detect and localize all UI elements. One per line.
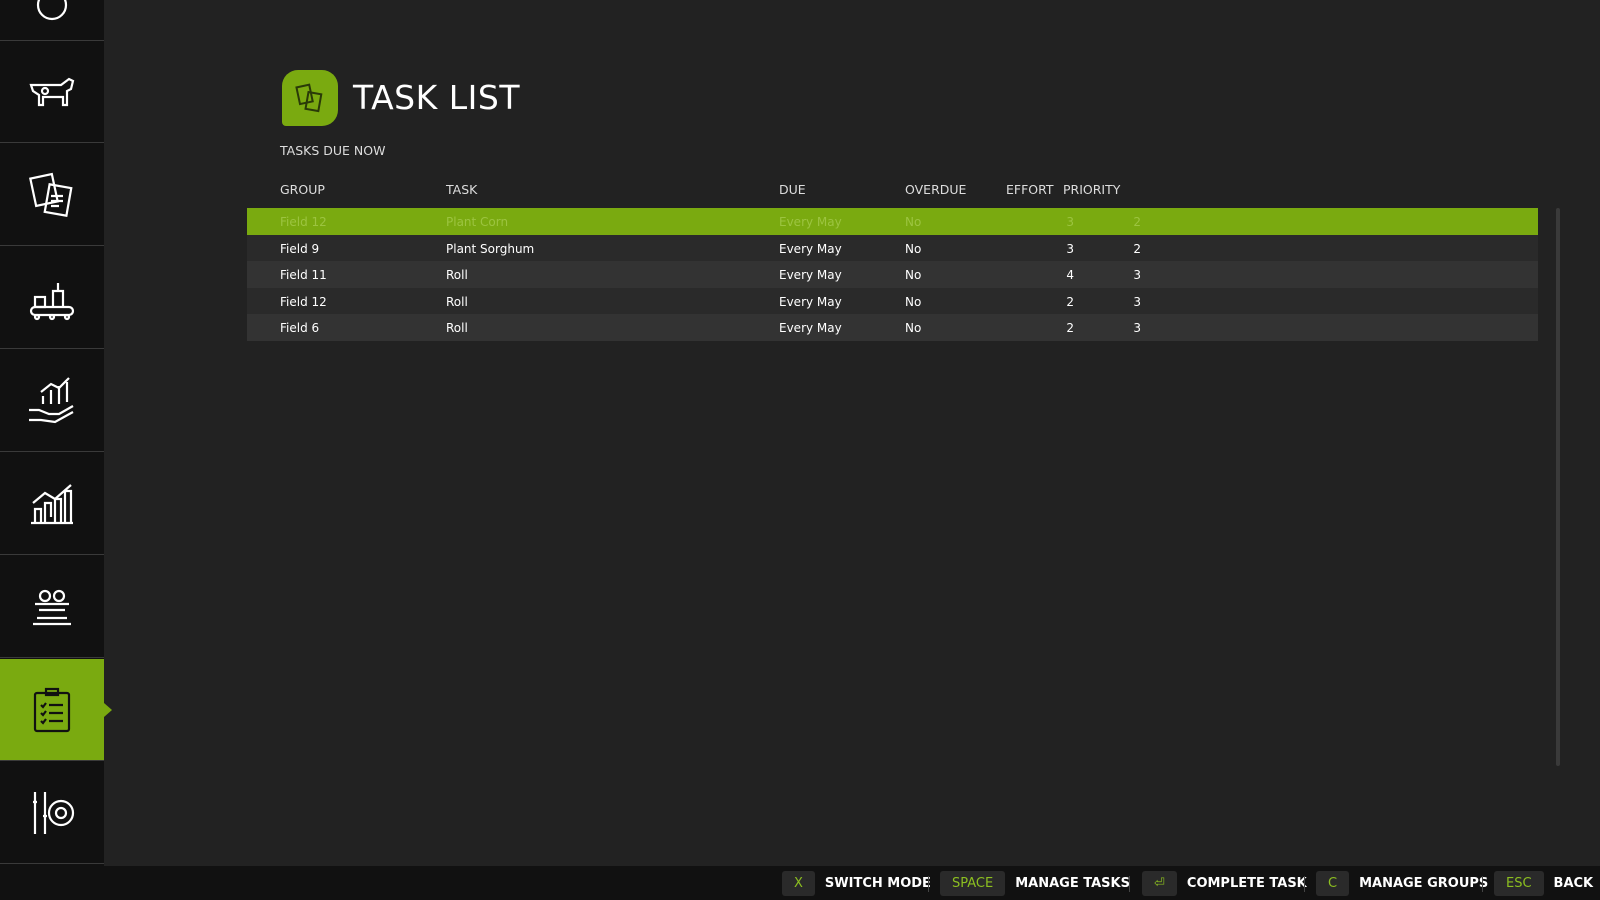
cell-due: Every May bbox=[779, 215, 842, 229]
cell-effort: 4 bbox=[1066, 268, 1074, 282]
sidebar-item-adjust-spray-levels[interactable] bbox=[0, 556, 104, 658]
divider bbox=[1304, 876, 1305, 892]
table-row[interactable]: Field 12 Plant Corn Every May No 3 2 bbox=[247, 208, 1538, 235]
scrollbar[interactable] bbox=[1556, 208, 1560, 766]
cell-effort: 2 bbox=[1066, 294, 1074, 309]
manage-tasks-label: MANAGE TASKS bbox=[1015, 876, 1130, 891]
cell-due: Every May bbox=[779, 321, 842, 335]
column-header-effort: EFFORT bbox=[1006, 182, 1054, 197]
cell-priority: 3 bbox=[1133, 294, 1141, 309]
cell-task: Roll bbox=[446, 321, 468, 335]
cell-task: Roll bbox=[446, 294, 468, 309]
sidebar-item-statistics[interactable] bbox=[0, 453, 104, 555]
key-c: C bbox=[1316, 871, 1350, 896]
footer-hint-bar: X SWITCH MODE SPACE MANAGE TASKS ⏎ COMPLETE… bbox=[0, 866, 1600, 900]
cell-due: Every May bbox=[779, 268, 842, 282]
manage-groups-label: MANAGE GROUPS bbox=[1359, 876, 1489, 891]
documents-icon bbox=[295, 83, 323, 113]
cell-effort: 3 bbox=[1066, 241, 1074, 256]
divider bbox=[1129, 876, 1130, 892]
divider bbox=[928, 876, 929, 892]
cell-overdue: No bbox=[905, 268, 922, 282]
cell-due: Every May bbox=[779, 241, 842, 256]
cell-priority: 2 bbox=[1133, 241, 1141, 256]
cell-overdue: No bbox=[905, 215, 922, 229]
cell-priority: 3 bbox=[1133, 268, 1141, 282]
sidebar-item-top[interactable] bbox=[0, 0, 104, 41]
key-esc: ESC bbox=[1494, 871, 1544, 896]
cell-group: Field 6 bbox=[280, 321, 320, 335]
documents-icon bbox=[29, 172, 73, 217]
sidebar-item-contracts[interactable] bbox=[0, 144, 104, 246]
production-icon bbox=[29, 282, 75, 320]
cell-group: Field 11 bbox=[280, 268, 327, 282]
statistics-chart-icon bbox=[31, 483, 73, 524]
table-row[interactable]: Field 6 Roll Every May No 2 3 bbox=[247, 314, 1538, 341]
finance-hand-chart-icon bbox=[29, 376, 74, 423]
cow-icon bbox=[29, 77, 75, 106]
back-button[interactable]: ESC BACK bbox=[1494, 871, 1593, 896]
sidebar-item-settings[interactable] bbox=[0, 762, 104, 864]
sidebar-item-production[interactable] bbox=[0, 247, 104, 349]
cell-group: Field 9 bbox=[280, 241, 320, 256]
table-row[interactable]: Field 12 Roll Every May No 2 3 bbox=[247, 287, 1538, 314]
circle-icon bbox=[36, 0, 68, 20]
cell-group: Field 12 bbox=[280, 294, 327, 309]
column-header-priority: PRIORITY bbox=[1063, 182, 1121, 197]
cell-effort: 3 bbox=[1066, 215, 1074, 229]
column-header-overdue: OVERDUE bbox=[905, 182, 967, 197]
column-header-due: DUE bbox=[779, 182, 806, 197]
switch-mode-button[interactable]: X SWITCH MODE bbox=[782, 871, 931, 896]
complete-task-label: COMPLETE TASK bbox=[1186, 876, 1307, 891]
complete-task-button[interactable]: ⏎ COMPLETE TASK bbox=[1142, 871, 1307, 896]
manage-groups-button[interactable]: C MANAGE GROUPS bbox=[1316, 871, 1488, 896]
key-x: X bbox=[782, 871, 815, 896]
back-label: BACK bbox=[1553, 876, 1594, 891]
column-header-group: GROUP bbox=[280, 182, 325, 197]
sidebar-item-task-list[interactable] bbox=[0, 659, 112, 761]
table-row[interactable]: Field 11 Roll Every May No 4 3 bbox=[247, 261, 1538, 288]
cell-task: Roll bbox=[446, 268, 468, 282]
divider bbox=[1482, 876, 1483, 892]
table-row[interactable]: Field 9 Plant Sorghum Every May No 3 2 bbox=[247, 234, 1538, 261]
sidebar-item-finances[interactable] bbox=[0, 350, 104, 452]
cell-priority: 2 bbox=[1133, 215, 1141, 229]
cell-priority: 3 bbox=[1133, 321, 1141, 335]
settings-sliders-icon bbox=[33, 791, 75, 834]
enter-key-icon: ⏎ bbox=[1142, 871, 1177, 896]
cell-overdue: No bbox=[905, 321, 922, 335]
column-header-task: TASK bbox=[446, 182, 478, 197]
manage-tasks-button[interactable]: SPACE MANAGE TASKS bbox=[940, 871, 1130, 896]
cell-group: Field 12 bbox=[280, 215, 327, 229]
cell-task: Plant Corn bbox=[446, 215, 509, 229]
task-table: Field 12 Plant Corn Every May No 3 2 Field 9 Pl… bbox=[247, 208, 1538, 341]
sidebar-item-animals[interactable] bbox=[0, 41, 104, 143]
clipboard-checklist-icon bbox=[33, 687, 71, 732]
sidebar bbox=[0, 0, 112, 866]
cell-effort: 2 bbox=[1066, 321, 1074, 335]
page-title: TASK LIST bbox=[353, 78, 520, 117]
key-space: SPACE bbox=[940, 871, 1006, 896]
adjust-spray-levels-icon bbox=[33, 589, 71, 625]
cell-overdue: No bbox=[905, 294, 922, 309]
cell-due: Every May bbox=[779, 294, 842, 309]
section-subtitle: TASKS DUE NOW bbox=[280, 143, 386, 158]
task-list-header-icon bbox=[282, 70, 338, 126]
switch-mode-label: SWITCH MODE bbox=[824, 876, 931, 891]
cell-overdue: No bbox=[905, 241, 922, 256]
cell-task: Plant Sorghum bbox=[446, 241, 535, 256]
